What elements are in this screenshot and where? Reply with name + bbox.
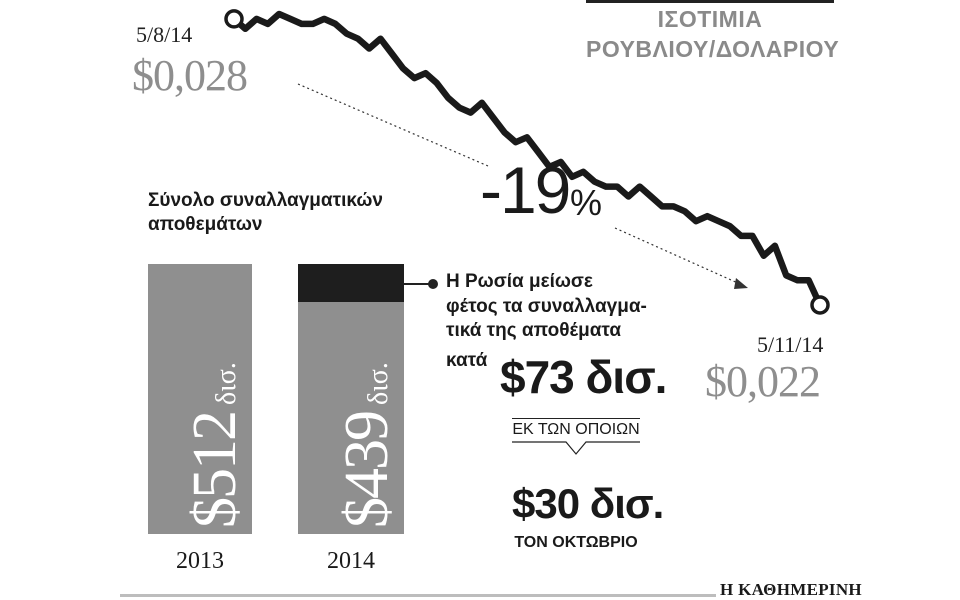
annotation-line1: Η Ρωσία μείωσε (446, 271, 593, 292)
annotation-line3: τικά της αποθέματα (446, 320, 622, 341)
series-line-ruble-dollar (230, 10, 824, 309)
end-point-marker (810, 295, 830, 315)
annotation-line2: φέτος τα συναλλαγμα- (446, 296, 647, 317)
of-which-bracket (512, 441, 640, 455)
bar-2014-remaining (298, 302, 404, 534)
annotation-line4: κατά (446, 350, 488, 371)
bar-2013 (148, 264, 252, 534)
of-which-label: ΕΚ ΤΩΝ ΟΠΟΙΩΝ (512, 421, 640, 438)
bar-label-2014-unit: δισ. (363, 362, 394, 412)
bar-2014-reduction (298, 264, 404, 303)
dotted-arrow-start (297, 83, 489, 167)
october-label: ΤΟΝ ΟΚΤΩΒΡΙΟ (514, 534, 638, 551)
bar-label-2014-amount: $439 (333, 412, 401, 528)
annotation-dot (428, 279, 438, 289)
reserves-heading-line2: αποθεμάτων (148, 214, 263, 235)
tick-label-2013: 2013 (176, 548, 224, 574)
of-which-rule (512, 418, 640, 419)
start-value: $0,028 (132, 51, 248, 100)
start-date: 5/8/14 (136, 22, 193, 47)
percent-change-sign: % (570, 182, 603, 223)
tick-label-2014: 2014 (327, 548, 375, 574)
annotation-amount: $73 δισ. (500, 351, 667, 403)
dotted-arrow-end (614, 227, 741, 285)
title-rule (586, 0, 834, 3)
annotation-leader-line (404, 283, 432, 285)
bar-label-2013-unit: δισ. (211, 362, 242, 412)
percent-change-number: -19 (480, 153, 571, 227)
end-date: 5/11/14 (757, 332, 824, 357)
bar-label-2014: $439 δισ. (332, 362, 403, 528)
start-point-marker (224, 9, 244, 29)
end-value: $0,022 (705, 357, 821, 406)
chart-title-line1: ΙΣΟΤΙΜΙΑ (657, 6, 763, 32)
footer-rule (120, 594, 716, 597)
bar-label-2013: $512 δισ. (180, 362, 251, 528)
chart-title-line2: ΡΟΥΒΛΙΟΥ/ΔΟΛΑΡΙΟΥ (586, 36, 840, 62)
publisher-logo: Η ΚΑΘΗΜΕΡΙΝΗ (720, 580, 862, 599)
dotted-arrow-head (734, 278, 748, 289)
october-amount: $30 δισ. (512, 480, 664, 527)
reserves-heading-line1: Σύνολο συναλλαγματικών (148, 190, 383, 211)
bar-label-2013-amount: $512 (181, 412, 249, 528)
